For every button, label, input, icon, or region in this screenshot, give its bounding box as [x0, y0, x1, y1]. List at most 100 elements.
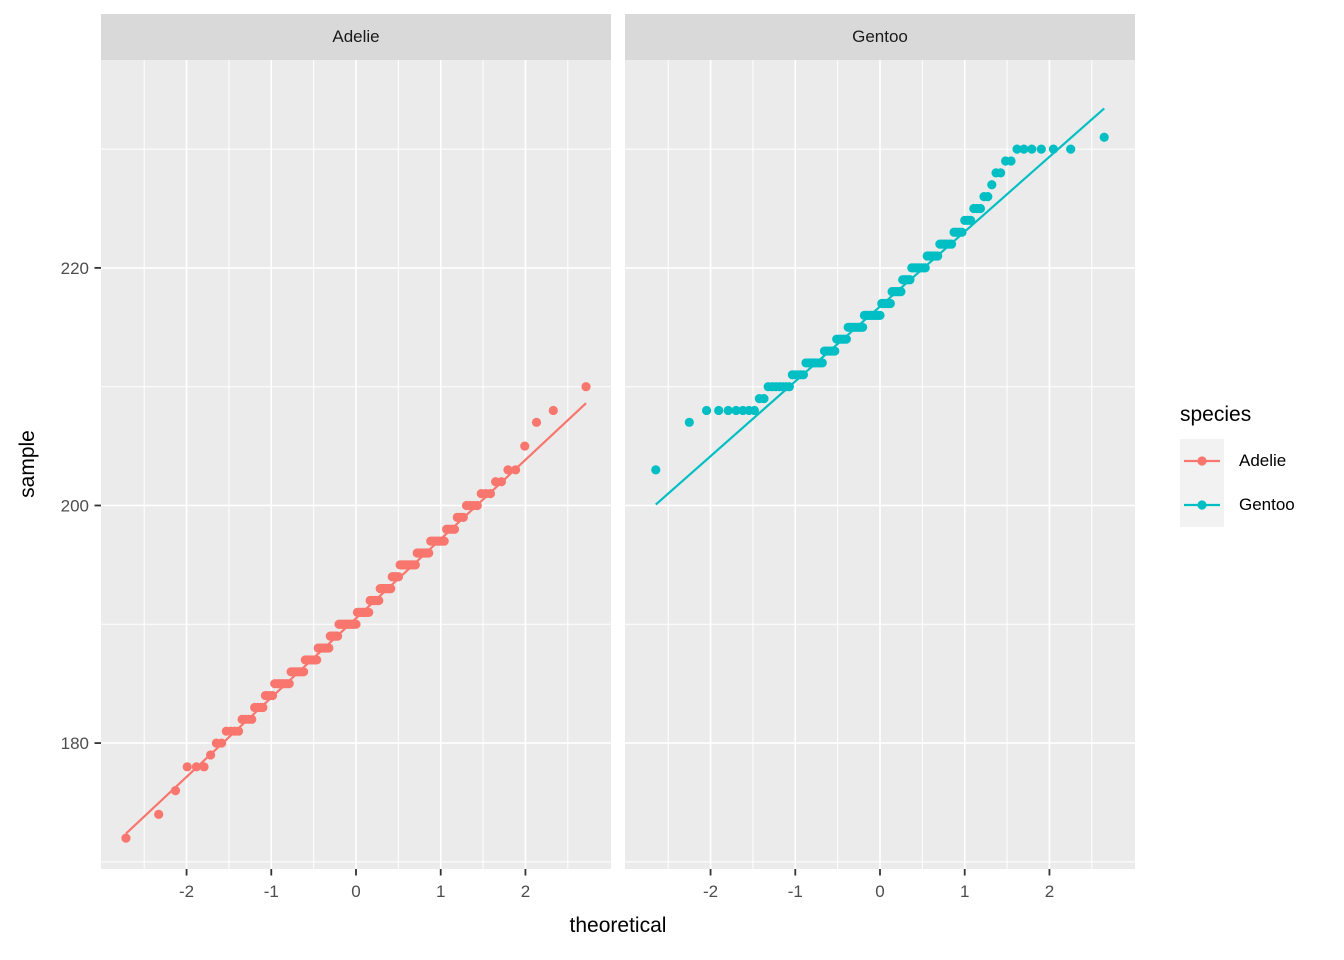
data-point — [896, 287, 906, 297]
legend-title: species — [1180, 403, 1252, 426]
data-point — [723, 405, 733, 416]
data-point — [830, 346, 840, 356]
legend-key-glyph-icon — [1184, 500, 1220, 510]
data-point — [324, 643, 334, 653]
data-point — [364, 607, 374, 618]
data-point — [496, 477, 507, 487]
data-point — [439, 536, 449, 546]
legend-key-gentoo — [1180, 483, 1224, 527]
data-point — [205, 750, 216, 760]
data-point — [996, 168, 1006, 178]
legend-entry-label-gentoo: Gentoo — [1239, 495, 1295, 514]
legend-entry-adelie: Adelie — [1180, 439, 1295, 483]
data-point — [472, 500, 482, 511]
data-point — [393, 572, 404, 582]
data-point — [267, 690, 278, 701]
data-point — [1019, 144, 1029, 154]
facet-strip-label-adelie: Adelie — [332, 27, 380, 46]
data-point — [957, 227, 967, 237]
data-point — [875, 310, 885, 321]
data-point — [424, 548, 434, 558]
facet-strip-gentoo: Gentoo — [625, 14, 1135, 60]
data-point — [798, 370, 808, 380]
data-point — [247, 714, 257, 724]
data-point — [933, 251, 943, 261]
data-point — [332, 631, 343, 641]
x-tick-label: -2 — [703, 882, 718, 901]
data-point — [485, 489, 496, 499]
data-point — [714, 405, 724, 416]
y-tick-label: 200 — [61, 496, 89, 515]
data-point — [701, 405, 712, 416]
x-tick-label: 1 — [960, 882, 969, 901]
data-point — [966, 215, 976, 225]
data-point — [233, 726, 244, 736]
data-point — [1099, 132, 1109, 142]
data-point — [458, 512, 468, 522]
data-point — [216, 738, 227, 748]
data-point — [386, 584, 396, 594]
data-point — [449, 524, 460, 534]
x-axis-title: theoretical — [569, 914, 667, 937]
data-point — [581, 382, 591, 392]
data-point — [1048, 144, 1059, 154]
data-point — [1027, 144, 1037, 154]
data-point — [284, 679, 294, 689]
data-point — [520, 441, 530, 451]
data-point — [885, 298, 895, 309]
y-axis-title: sample — [16, 430, 39, 498]
data-point — [374, 595, 384, 606]
data-point — [684, 417, 694, 427]
data-point — [817, 358, 827, 368]
x-tick-label: 2 — [521, 882, 530, 901]
data-point — [299, 667, 309, 677]
y-tick-label: 220 — [61, 259, 89, 278]
data-point — [749, 405, 760, 416]
facet-strip-adelie: Adelie — [101, 14, 611, 60]
x-tick-label: 2 — [1045, 882, 1054, 901]
data-point — [312, 655, 322, 665]
facet-strip-label-gentoo: Gentoo — [852, 27, 908, 46]
data-point — [154, 809, 164, 819]
data-point — [784, 382, 794, 392]
legend-entry-label-adelie: Adelie — [1239, 451, 1287, 470]
data-point — [975, 203, 986, 214]
data-point — [410, 560, 420, 570]
data-point — [983, 192, 993, 202]
x-tick-label: 0 — [351, 882, 360, 901]
data-point — [905, 275, 915, 285]
data-point — [731, 405, 741, 416]
data-point — [841, 334, 851, 344]
legend-entry-gentoo: Gentoo — [1180, 483, 1295, 527]
legend-entries: Adelie Gentoo — [1180, 439, 1295, 527]
data-point — [170, 785, 181, 796]
data-point — [121, 833, 131, 843]
data-point — [531, 417, 542, 427]
x-tick-label: -1 — [264, 882, 279, 901]
x-tick-label: -1 — [788, 882, 803, 901]
legend: species Adelie Gentoo — [1180, 403, 1295, 527]
legend-key-point-icon — [1197, 500, 1207, 510]
legend-key-glyph-icon — [1184, 456, 1220, 466]
qq-line — [125, 402, 587, 835]
legend-key-adelie — [1180, 439, 1224, 483]
data-point — [1036, 144, 1046, 154]
x-tick-label: 1 — [436, 882, 445, 901]
data-point — [759, 393, 769, 404]
data-point — [258, 702, 268, 713]
data-point — [1012, 144, 1022, 154]
data-point — [858, 322, 868, 332]
data-point — [191, 762, 202, 772]
data-point — [510, 465, 521, 475]
data-point — [199, 762, 209, 772]
x-tick-label: -2 — [179, 882, 194, 901]
legend-key-point-icon — [1197, 456, 1207, 466]
data-point — [651, 465, 661, 475]
data-point — [351, 619, 361, 629]
data-point — [1066, 144, 1076, 154]
data-point — [946, 239, 957, 249]
data-point — [503, 465, 513, 475]
data-point — [987, 180, 997, 190]
